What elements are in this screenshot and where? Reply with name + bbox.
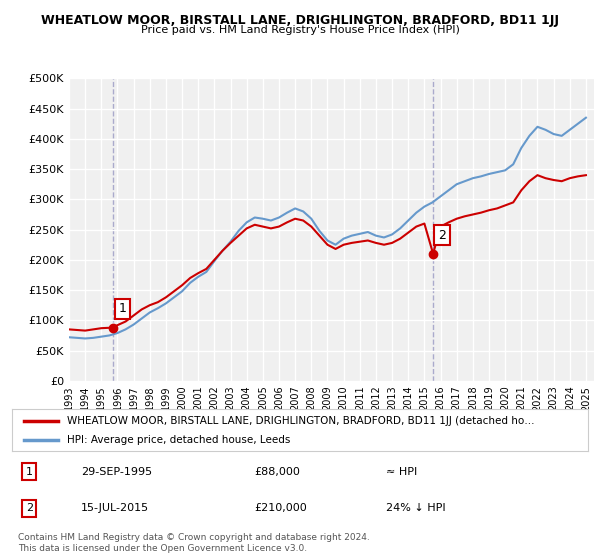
Text: WHEATLOW MOOR, BIRSTALL LANE, DRIGHLINGTON, BRADFORD, BD11 1JJ (detached ho…: WHEATLOW MOOR, BIRSTALL LANE, DRIGHLINGT… [67, 416, 535, 426]
Text: ≈ HPI: ≈ HPI [386, 467, 418, 477]
Text: 1: 1 [26, 467, 33, 477]
Text: 2: 2 [26, 503, 33, 513]
Text: 2: 2 [438, 228, 446, 242]
Text: WHEATLOW MOOR, BIRSTALL LANE, DRIGHLINGTON, BRADFORD, BD11 1JJ: WHEATLOW MOOR, BIRSTALL LANE, DRIGHLINGT… [41, 14, 559, 27]
Text: 29-SEP-1995: 29-SEP-1995 [81, 467, 152, 477]
Text: Contains HM Land Registry data © Crown copyright and database right 2024.
This d: Contains HM Land Registry data © Crown c… [18, 533, 370, 553]
Text: HPI: Average price, detached house, Leeds: HPI: Average price, detached house, Leed… [67, 435, 290, 445]
Text: Price paid vs. HM Land Registry's House Price Index (HPI): Price paid vs. HM Land Registry's House … [140, 25, 460, 35]
Text: £210,000: £210,000 [254, 503, 307, 513]
Text: 1: 1 [118, 302, 126, 315]
Text: 15-JUL-2015: 15-JUL-2015 [81, 503, 149, 513]
Text: 24% ↓ HPI: 24% ↓ HPI [386, 503, 446, 513]
Text: £88,000: £88,000 [254, 467, 300, 477]
